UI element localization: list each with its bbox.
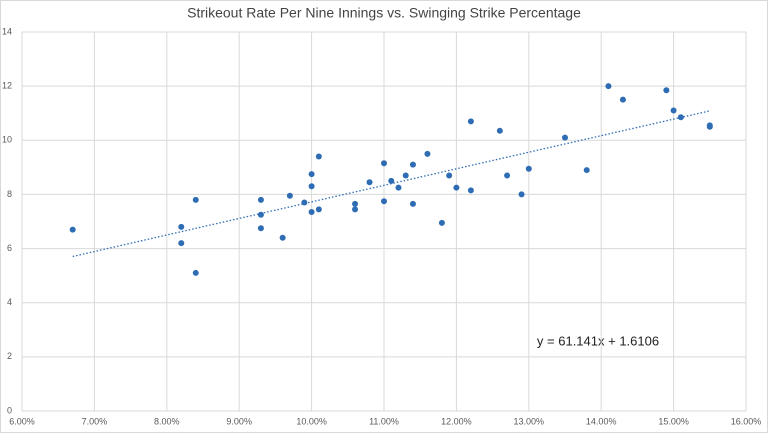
data-point xyxy=(467,187,474,194)
data-point xyxy=(381,160,387,167)
y-tick-label: 6 xyxy=(7,243,12,253)
x-tick-label: 10.00% xyxy=(296,416,327,426)
data-point xyxy=(496,127,503,134)
x-tick-label: 16.00% xyxy=(731,416,762,426)
data-point xyxy=(504,172,511,179)
x-tick-label: 11.00% xyxy=(369,416,399,426)
data-point xyxy=(286,192,293,199)
data-point xyxy=(438,219,445,226)
data-point xyxy=(518,191,525,198)
data-point xyxy=(395,184,402,191)
data-point xyxy=(409,161,416,168)
data-point xyxy=(192,269,199,276)
data-point xyxy=(424,150,431,157)
data-point xyxy=(257,225,264,232)
data-point xyxy=(670,107,677,114)
data-point xyxy=(583,167,590,174)
data-point xyxy=(315,153,322,160)
y-tick-label: 4 xyxy=(7,297,12,307)
trendline-equation: y = 61.141x + 1.6106 xyxy=(537,333,659,348)
data-point xyxy=(677,114,684,121)
data-point xyxy=(257,211,264,218)
data-point xyxy=(301,199,308,206)
x-tick-label: 7.00% xyxy=(82,416,108,426)
x-tick-label: 9.00% xyxy=(226,416,252,426)
data-point xyxy=(467,118,474,125)
data-point xyxy=(453,184,460,191)
data-point xyxy=(402,172,409,179)
data-point xyxy=(446,172,453,179)
data-point xyxy=(366,179,373,186)
x-tick-label: 8.00% xyxy=(154,416,180,426)
data-point xyxy=(308,209,315,216)
x-tick-label: 6.00% xyxy=(9,416,35,426)
data-point xyxy=(352,206,359,213)
data-point xyxy=(308,183,315,190)
x-tick-label: 12.00% xyxy=(441,416,472,426)
data-point xyxy=(663,87,670,94)
y-tick-label: 14 xyxy=(2,26,12,36)
data-point xyxy=(562,134,568,141)
chart-title: Strikeout Rate Per Nine Innings vs. Swin… xyxy=(187,5,581,21)
y-tick-label: 12 xyxy=(2,81,12,91)
data-point xyxy=(315,206,322,213)
data-point xyxy=(605,83,612,90)
y-tick-label: 10 xyxy=(2,135,12,145)
data-point xyxy=(381,198,387,205)
data-point xyxy=(352,200,359,207)
x-tick-label: 14.00% xyxy=(586,416,617,426)
data-point xyxy=(178,223,185,230)
data-point xyxy=(619,96,626,103)
y-tick-label: 2 xyxy=(7,351,12,361)
data-point xyxy=(388,177,395,184)
y-tick-label: 8 xyxy=(7,189,12,199)
x-tick-label: 15.00% xyxy=(658,416,689,426)
data-point xyxy=(192,196,199,203)
data-point xyxy=(69,226,76,233)
x-tick-label: 13.00% xyxy=(514,416,545,426)
data-point xyxy=(409,200,416,207)
data-point xyxy=(525,165,532,172)
data-point xyxy=(706,123,713,130)
data-point xyxy=(308,171,315,178)
data-point xyxy=(257,196,264,203)
data-point xyxy=(279,234,286,241)
y-tick-label: 0 xyxy=(7,405,12,415)
data-point xyxy=(178,240,185,247)
